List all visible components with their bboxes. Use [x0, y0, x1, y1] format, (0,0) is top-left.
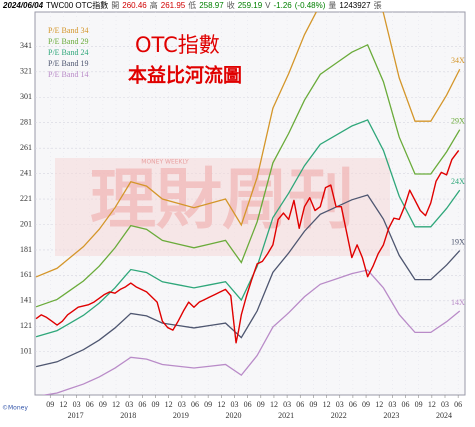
header-item: -1.26 [274, 1, 293, 10]
band-line [35, 194, 461, 368]
y-tick-label: 301 [20, 92, 32, 101]
x-tick-label: 09 [152, 400, 160, 409]
header-item: 張 [374, 1, 382, 10]
x-tick-label: 03 [388, 400, 396, 409]
header-item: (-0.48%) [295, 1, 326, 10]
band-line [41, 269, 461, 395]
x-tick-label: 03 [283, 400, 291, 409]
x-tick-label: 06 [296, 400, 304, 409]
x-tick-label: 09 [99, 400, 107, 409]
y-tick-label: 341 [20, 41, 32, 50]
band-end-label: 34X [451, 56, 465, 65]
x-tick-label: 06 [86, 400, 94, 409]
x-tick-label: 12 [165, 400, 173, 409]
header-item: 開 [111, 1, 119, 10]
x-tick-label: 03 [125, 400, 133, 409]
header-item: 1243927 [339, 1, 371, 10]
year-label: 2018 [120, 411, 136, 420]
y-tick-label: 281 [20, 118, 32, 127]
x-tick-label: 06 [454, 400, 462, 409]
bands [35, 12, 461, 395]
band-end-label: 29X [451, 117, 465, 126]
header-item: 258.97 [199, 1, 224, 10]
price-group [35, 150, 460, 344]
band-end-label: 14X [451, 298, 465, 307]
y-tick-label: 261 [20, 143, 32, 152]
header-item: 260.46 [122, 1, 147, 10]
y-tick-label: 201 [20, 219, 32, 228]
year-label: 2017 [68, 411, 84, 420]
header-item: TWC00 OTC指數 [46, 0, 108, 10]
year-label: 2024 [436, 411, 452, 420]
x-tick-label: 06 [402, 400, 410, 409]
band-end-label: 24X [451, 177, 465, 186]
x-tick-label: 06 [349, 400, 357, 409]
legend-entry: P/E Band 29 [48, 37, 88, 46]
x-tick-label: 06 [244, 400, 252, 409]
header-item: 高 [150, 0, 158, 10]
legend-entry: P/E Band 24 [48, 48, 88, 57]
x-tick-label: 12 [428, 400, 436, 409]
x-tick-label: 09 [362, 400, 370, 409]
band-line [35, 119, 461, 338]
legend-entry: P/E Band 14 [48, 70, 88, 79]
x-tick-label: 12 [217, 400, 225, 409]
x-tick-label: 06 [138, 400, 146, 409]
x-tick-label: 03 [336, 400, 344, 409]
band-end-label: 19X [451, 237, 465, 246]
x-tick-label: 12 [59, 400, 67, 409]
y-tick-label: 221 [20, 194, 32, 203]
x-tick-label: 12 [323, 400, 331, 409]
header-item: 2024/06/04 [2, 1, 44, 10]
x-tick-label: 03 [73, 400, 81, 409]
x-tick-label: 12 [270, 400, 278, 409]
band-line [35, 43, 461, 308]
x-tick-label: 03 [178, 400, 186, 409]
legend-entry: P/E Band 19 [48, 59, 88, 68]
y-tick-label: 161 [20, 270, 32, 279]
x-tick-label: 09 [309, 400, 317, 409]
header-item: 低 [188, 0, 196, 10]
y-tick-label: 321 [20, 67, 32, 76]
x-tick-label: 06 [191, 400, 199, 409]
watermark-sub: MONEY WEEKLY [141, 159, 189, 166]
chart-title: OTC指數 [135, 33, 220, 57]
year-label: 2022 [331, 411, 347, 420]
y-tick-label: 121 [20, 321, 32, 330]
x-tick-label: 12 [112, 400, 120, 409]
x-tick-label: 03 [441, 400, 449, 409]
year-label: 2020 [226, 411, 242, 420]
year-label: 2021 [278, 411, 294, 420]
labels: OTC指數 本益比河流圖 ©Money 2024/06/04 TWC00 OTC指… [2, 0, 465, 420]
x-tick-label: 12 [375, 400, 383, 409]
watermark-box [55, 158, 390, 256]
x-tick-label: 03 [230, 400, 238, 409]
header-item: 收 [227, 0, 235, 10]
header-item: V [265, 1, 271, 10]
band-line [35, 12, 461, 278]
y-tick-label: 241 [20, 168, 32, 177]
year-label: 2019 [173, 411, 189, 420]
grid [35, 12, 465, 398]
price-line [35, 150, 460, 344]
x-tick-label: 09 [204, 400, 212, 409]
credit: ©Money [2, 405, 28, 412]
y-tick-label: 101 [20, 347, 32, 356]
year-label: 2023 [383, 411, 399, 420]
header-item: 量 [328, 1, 336, 10]
header-item: 259.19 [238, 1, 263, 10]
y-tick-label: 141 [20, 296, 32, 305]
legend-entry: P/E Band 34 [48, 26, 88, 35]
x-tick-label: 09 [46, 400, 54, 409]
x-tick-label: 09 [415, 400, 423, 409]
header-item: 261.95 [161, 1, 186, 10]
x-tick-label: 09 [257, 400, 265, 409]
y-tick-label: 181 [20, 245, 32, 254]
chart-subtitle: 本益比河流圖 [128, 64, 242, 87]
